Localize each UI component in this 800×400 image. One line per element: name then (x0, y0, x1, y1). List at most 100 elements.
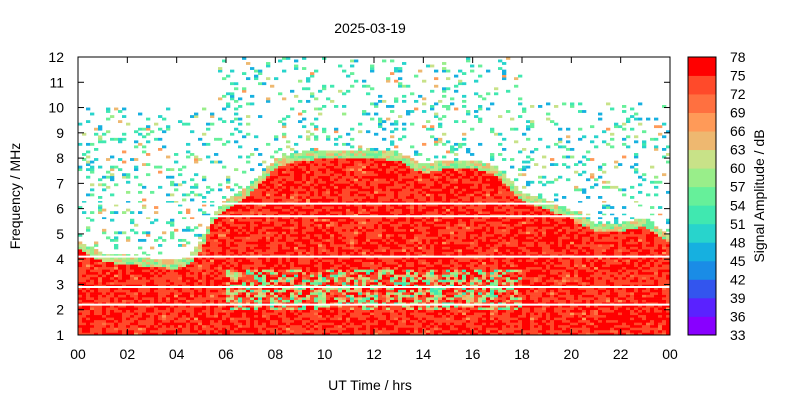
heatmap-cell (238, 122, 243, 126)
heatmap-cell (314, 193, 319, 197)
heatmap-cell (354, 246, 359, 250)
heatmap-cell (378, 94, 383, 98)
heatmap-cell (250, 231, 255, 235)
heatmap-cell (82, 322, 87, 326)
heatmap-cell (230, 94, 235, 98)
heatmap-cell (406, 286, 411, 290)
heatmap-cell (306, 165, 311, 169)
heatmap-cell (342, 304, 347, 308)
heatmap-cell (94, 147, 99, 151)
heatmap-cell (330, 160, 335, 164)
heatmap-cell (334, 160, 339, 164)
heatmap-cell (218, 160, 223, 164)
heatmap-cell (378, 309, 383, 313)
heatmap-cell (286, 203, 291, 207)
heatmap-cell (358, 302, 363, 305)
heatmap-cell (326, 261, 331, 265)
heatmap-cell (98, 211, 103, 214)
heatmap-cell (262, 276, 267, 280)
heatmap-cell (270, 196, 275, 199)
heatmap-cell (234, 193, 239, 197)
heatmap-cell (138, 309, 143, 313)
heatmap-cell (326, 264, 331, 268)
heatmap-cell (310, 170, 315, 174)
heatmap-cell (318, 319, 323, 323)
heatmap-cell (386, 216, 391, 220)
heatmap-cell (338, 284, 343, 288)
heatmap-cell (310, 317, 315, 321)
heatmap-cell (226, 254, 231, 257)
heatmap-cell (298, 221, 303, 225)
heatmap-cell (90, 266, 95, 270)
heatmap-cell (270, 266, 275, 270)
heatmap-cell (366, 183, 371, 187)
heatmap-cell (302, 317, 307, 321)
heatmap-cell (382, 218, 387, 222)
heatmap-cell (290, 297, 295, 300)
heatmap-cell (290, 286, 295, 290)
heatmap-cell (82, 244, 87, 247)
heatmap-cell (162, 317, 167, 321)
heatmap-cell (338, 264, 343, 268)
heatmap-cell (386, 269, 391, 273)
heatmap-cell (86, 175, 91, 179)
heatmap-cell (366, 274, 371, 278)
heatmap-cell (146, 302, 151, 305)
heatmap-cell (98, 279, 103, 283)
heatmap-cell (322, 206, 327, 209)
heatmap-cell (366, 206, 371, 209)
heatmap-cell (262, 304, 267, 308)
heatmap-cell (78, 271, 83, 275)
heatmap-cell (266, 183, 271, 187)
heatmap-cell (278, 201, 283, 204)
heatmap-cell (390, 72, 395, 75)
heatmap-cell (246, 228, 251, 232)
heatmap-cell (362, 324, 367, 328)
heatmap-cell (402, 122, 407, 126)
heatmap-cell (258, 208, 263, 212)
heatmap-cell (302, 251, 307, 255)
heatmap-cell (282, 256, 287, 260)
heatmap-cell (246, 62, 251, 65)
heatmap-cell (310, 221, 315, 225)
heatmap-cell (290, 271, 295, 275)
heatmap-cell (86, 332, 91, 336)
heatmap-cell (294, 213, 299, 217)
heatmap-cell (226, 211, 231, 214)
heatmap-cell (346, 259, 351, 263)
heatmap-cell (402, 185, 407, 189)
heatmap-cell (94, 319, 99, 323)
heatmap-cell (274, 180, 279, 184)
heatmap-cell (190, 332, 195, 336)
heatmap-cell (330, 281, 335, 285)
heatmap-cell (390, 211, 395, 214)
heatmap-cell (366, 314, 371, 318)
heatmap-cell (306, 304, 311, 308)
heatmap-cell (378, 312, 383, 316)
heatmap-cell (94, 322, 99, 326)
heatmap-cell (182, 238, 187, 242)
heatmap-cell (398, 158, 403, 161)
heatmap-cell (318, 238, 323, 242)
heatmap-cell (178, 211, 183, 214)
heatmap-cell (118, 304, 123, 308)
heatmap-cell (242, 276, 247, 280)
heatmap-cell (374, 180, 379, 184)
heatmap-cell (90, 329, 95, 333)
heatmap-cell (354, 251, 359, 255)
heatmap-cell (138, 289, 143, 293)
heatmap-cell (310, 304, 315, 308)
heatmap-cell (206, 122, 211, 126)
heatmap-cell (358, 155, 363, 159)
heatmap-cell (82, 289, 87, 293)
heatmap-cell (278, 279, 283, 283)
heatmap-cell (194, 160, 199, 164)
heatmap-cell (338, 302, 343, 305)
heatmap-cell (250, 299, 255, 303)
heatmap-cell (238, 299, 243, 303)
heatmap-cell (274, 329, 279, 333)
heatmap-cell (318, 256, 323, 260)
heatmap-cell (402, 251, 407, 255)
heatmap-cell (298, 286, 303, 290)
heatmap-cell (270, 203, 275, 207)
